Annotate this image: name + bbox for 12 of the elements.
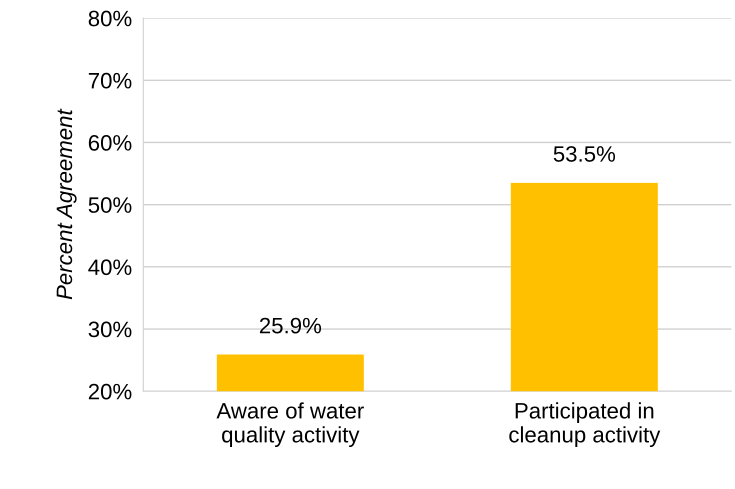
y-tick-label: 30% [88, 322, 132, 338]
data-label: 25.9% [260, 318, 322, 334]
y-tick-label: 50% [88, 197, 132, 213]
data-label: 53.5% [554, 146, 616, 162]
y-axis-title: Percent Agreement [56, 108, 77, 300]
y-tick-label: 40% [88, 259, 132, 276]
x-tick-label: Participated in cleanup activity [509, 402, 660, 447]
y-tick-label: 80% [88, 10, 132, 26]
x-tick-label: Aware of water quality activity [216, 402, 364, 447]
y-tick-label: 70% [88, 72, 132, 89]
y-tick-label: 60% [88, 134, 132, 151]
y-tick-label: 20% [88, 384, 132, 400]
